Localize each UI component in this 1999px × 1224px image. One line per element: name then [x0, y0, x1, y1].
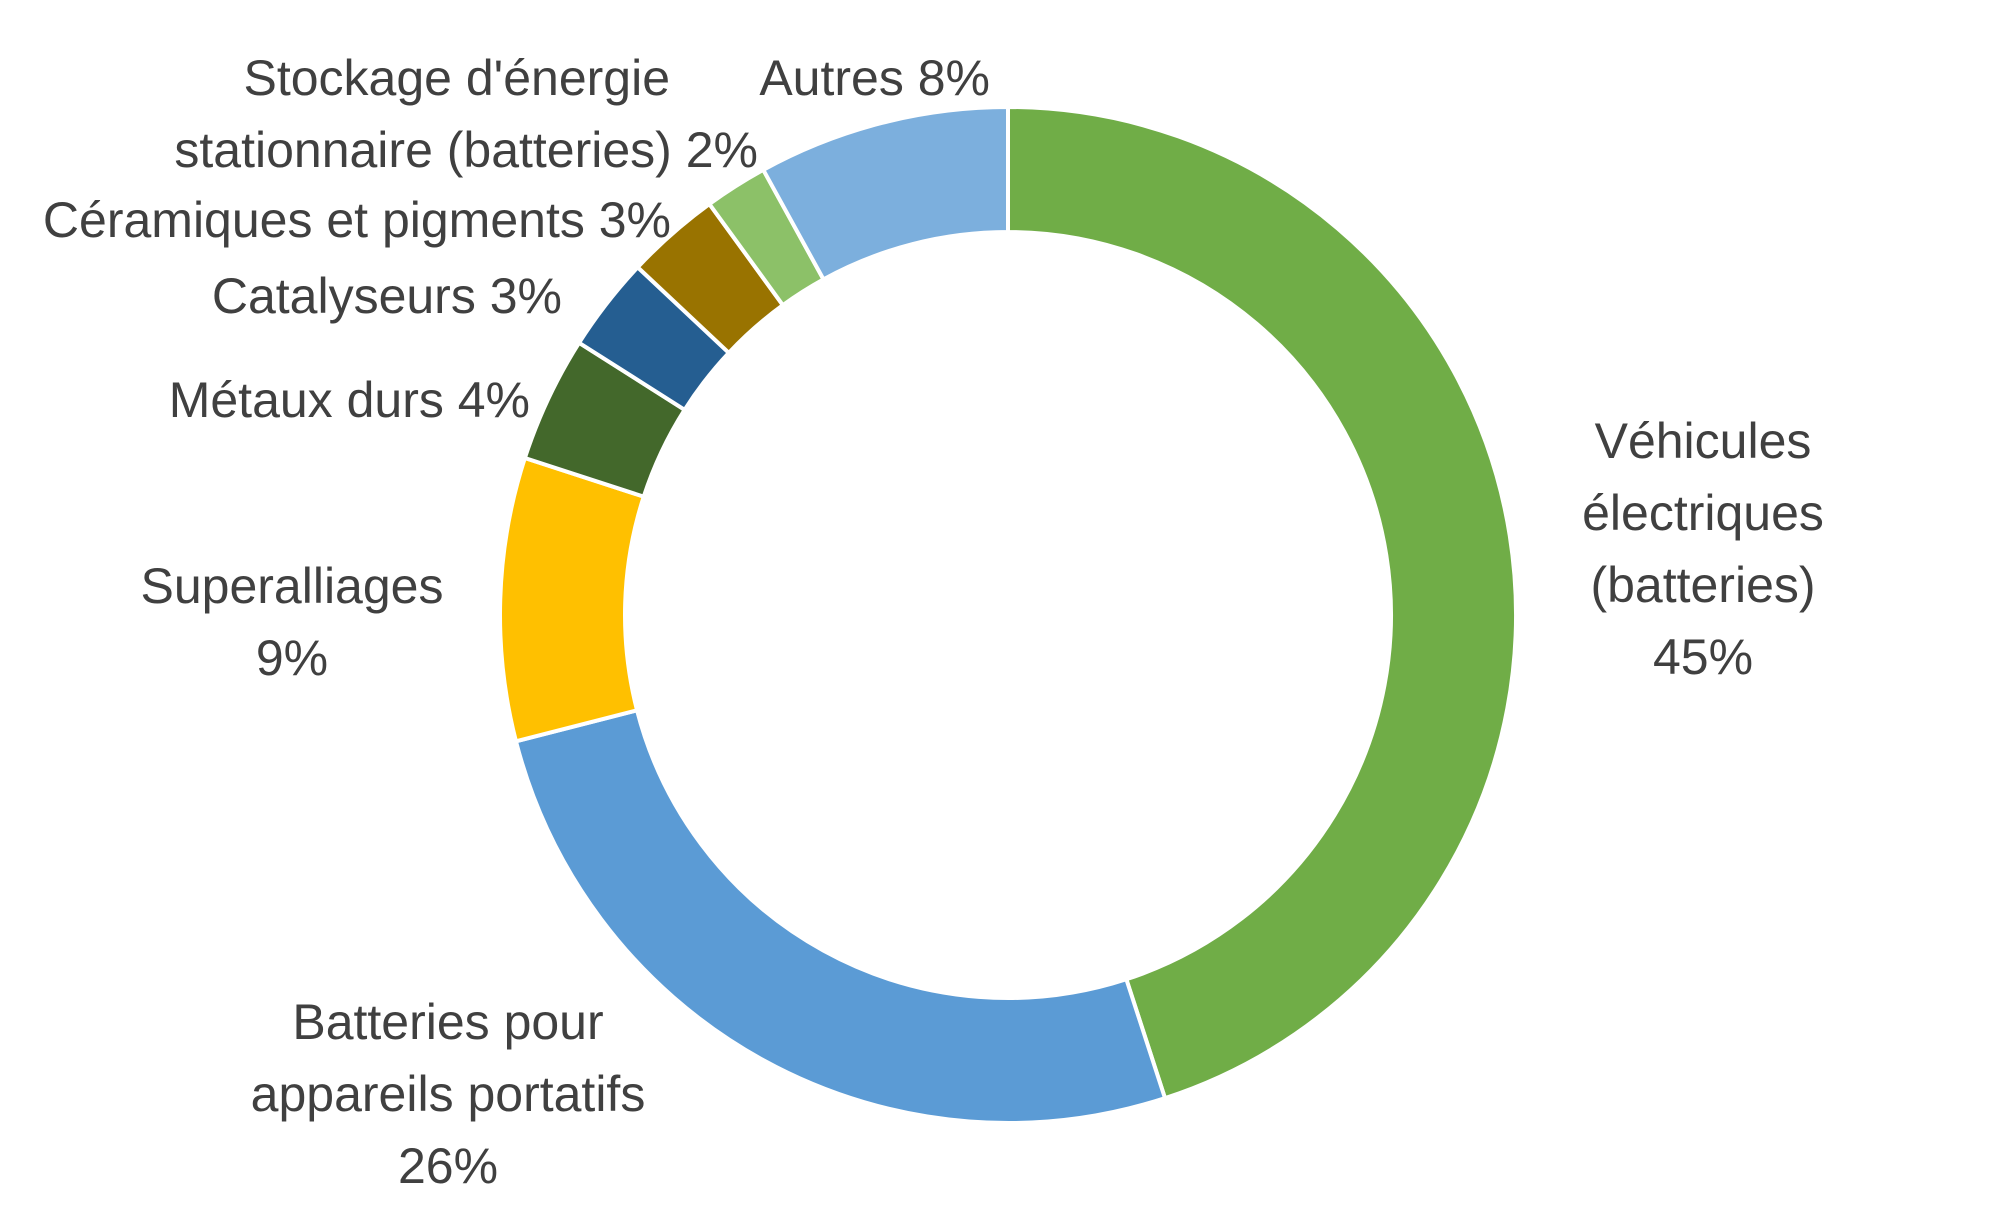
label-line: 45% [1653, 629, 1753, 685]
label-line: Superalliages [141, 558, 444, 614]
label-vehicules: Véhicules électriques (batteries) 45% [1582, 413, 1824, 685]
label-line: Autres 8% [759, 50, 990, 106]
label-line: (batteries) [1590, 557, 1815, 613]
label-line: stationnaire (batteries) 2% [174, 122, 758, 178]
slice-superalliages [498, 456, 646, 744]
label-ceramiques-et-pigments: Céramiques et pigments 3% [43, 192, 671, 248]
label-metaux-durs: Métaux durs 4% [169, 372, 530, 428]
donut-slices [498, 105, 1518, 1125]
label-line: électriques [1582, 485, 1824, 541]
label-line: Batteries pour [292, 994, 603, 1050]
label-batteries-pour: Batteries pour appareils portatifs 26% [251, 994, 646, 1194]
label-stockage-d-energie: Stockage d'énergie stationnaire (batterie… [174, 50, 758, 178]
label-line: Véhicules [1595, 413, 1812, 469]
label-catalyseurs: Catalyseurs 3% [212, 268, 562, 324]
label-line: Catalyseurs 3% [212, 268, 562, 324]
slice-autres [761, 105, 1010, 282]
label-line: Métaux durs 4% [169, 372, 530, 428]
label-autres: Autres 8% [759, 50, 990, 106]
label-superalliages: Superalliages 9% [141, 558, 444, 686]
label-line: 9% [256, 630, 328, 686]
slice-labels: Véhicules électriques (batteries) 45% Batter… [43, 50, 1824, 1194]
label-line: 26% [398, 1138, 498, 1194]
label-line: appareils portatifs [251, 1066, 646, 1122]
label-line: Céramiques et pigments 3% [43, 192, 671, 248]
label-line: Stockage d'énergie [243, 50, 670, 106]
slice-batteries-pour [513, 708, 1167, 1125]
slice-vehicules [1006, 105, 1518, 1101]
